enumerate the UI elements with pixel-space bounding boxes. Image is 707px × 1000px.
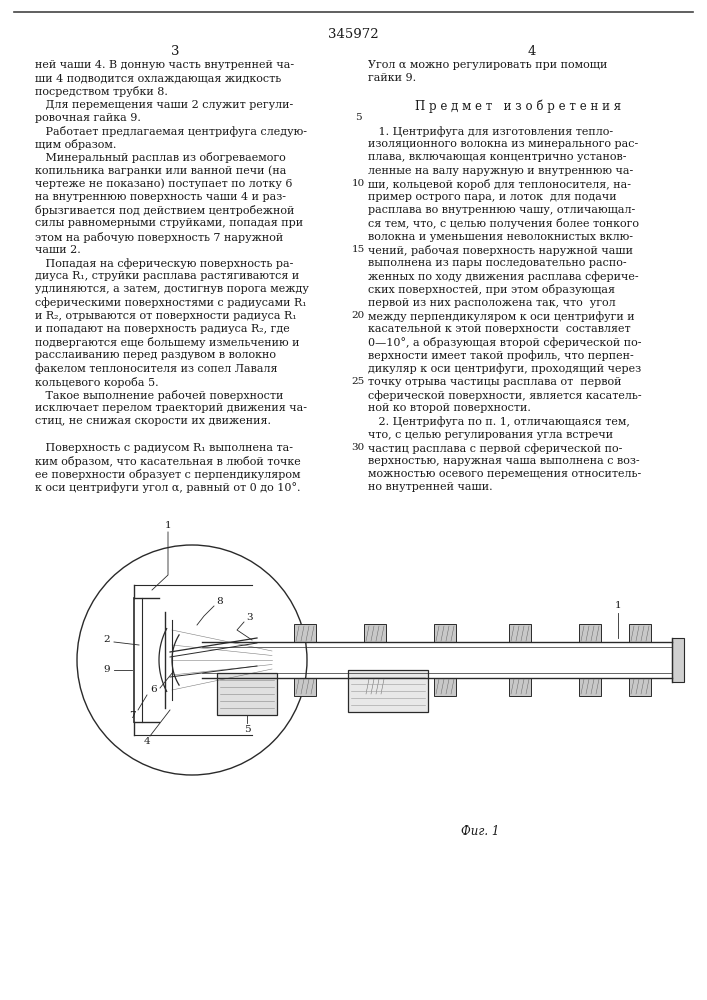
Text: можностью осевого перемещения относитель-: можностью осевого перемещения относитель… — [368, 469, 641, 479]
Text: посредством трубки 8.: посредством трубки 8. — [35, 86, 168, 97]
Text: факелом теплоносителя из сопел Лаваля: факелом теплоносителя из сопел Лаваля — [35, 364, 278, 374]
Bar — [364, 624, 386, 642]
Text: гайки 9.: гайки 9. — [368, 73, 416, 83]
Text: ся тем, что, с целью получения более тонкого: ся тем, что, с целью получения более тон… — [368, 218, 639, 229]
Bar — [672, 638, 684, 682]
Text: 15: 15 — [351, 245, 365, 254]
Text: чертеже не показано) поступает по лотку 6: чертеже не показано) поступает по лотку … — [35, 179, 293, 189]
Text: верхностью, наружная чаша выполнена с воз-: верхностью, наружная чаша выполнена с во… — [368, 456, 640, 466]
Text: 2: 2 — [104, 636, 110, 645]
Text: к оси центрифуги угол α, равный от 0 до 10°.: к оси центрифуги угол α, равный от 0 до … — [35, 482, 300, 493]
Text: и попадают на поверхность радиуса R₂, где: и попадают на поверхность радиуса R₂, гд… — [35, 324, 290, 334]
Text: сферическими поверхностями с радиусами R₁: сферическими поверхностями с радиусами R… — [35, 298, 307, 308]
Bar — [579, 678, 601, 696]
Text: расплава во внутреннюю чашу, отличающал-: расплава во внутреннюю чашу, отличающал- — [368, 205, 636, 215]
Text: Попадая на сферическую поверхность ра-: Попадая на сферическую поверхность ра- — [35, 258, 293, 269]
Text: 345972: 345972 — [327, 28, 378, 41]
Text: 20: 20 — [351, 311, 365, 320]
Text: 3: 3 — [171, 45, 180, 58]
Text: изоляционного волокна из минерального рас-: изоляционного волокна из минерального ра… — [368, 139, 638, 149]
Text: сферической поверхности, является касатель-: сферической поверхности, является касате… — [368, 390, 642, 401]
Text: 10: 10 — [351, 179, 365, 188]
Text: ее поверхности образует с перпендикуляром: ее поверхности образует с перпендикуляро… — [35, 469, 300, 480]
Text: щим образом.: щим образом. — [35, 139, 117, 150]
Text: чаши 2.: чаши 2. — [35, 245, 81, 255]
Text: ши 4 подводится охлаждающая жидкость: ши 4 подводится охлаждающая жидкость — [35, 73, 281, 83]
Text: этом на рабочую поверхность 7 наружной: этом на рабочую поверхность 7 наружной — [35, 232, 284, 243]
Text: дикуляр к оси центрифуги, проходящий через: дикуляр к оси центрифуги, проходящий чер… — [368, 364, 641, 374]
Text: ней чаши 4. В донную часть внутренней ча-: ней чаши 4. В донную часть внутренней ча… — [35, 60, 294, 70]
Text: первой из них расположена так, что  угол: первой из них расположена так, что угол — [368, 298, 616, 308]
Text: 30: 30 — [351, 443, 365, 452]
Text: и R₂, отрываются от поверхности радиуса R₁: и R₂, отрываются от поверхности радиуса … — [35, 311, 297, 321]
Text: Для перемещения чаши 2 служит регули-: Для перемещения чаши 2 служит регули- — [35, 100, 293, 110]
Text: ши, кольцевой короб для теплоносителя, на-: ши, кольцевой короб для теплоносителя, н… — [368, 179, 631, 190]
Text: брызгивается под действием центробежной: брызгивается под действием центробежной — [35, 205, 294, 216]
Text: частиц расплава с первой сферической по-: частиц расплава с первой сферической по- — [368, 443, 622, 454]
Text: кольцевого короба 5.: кольцевого короба 5. — [35, 377, 158, 388]
Text: выполнена из пары последовательно распо-: выполнена из пары последовательно распо- — [368, 258, 626, 268]
Text: что, с целью регулирования угла встречи: что, с целью регулирования угла встречи — [368, 430, 613, 440]
Text: 2. Центрифуга по п. 1, отличающаяся тем,: 2. Центрифуга по п. 1, отличающаяся тем, — [368, 416, 630, 427]
Text: волокна и уменьшения неволокнистых вклю-: волокна и уменьшения неволокнистых вклю- — [368, 232, 633, 242]
Text: 8: 8 — [216, 597, 223, 606]
Text: Такое выполнение рабочей поверхности: Такое выполнение рабочей поверхности — [35, 390, 284, 401]
Text: Фиг. 1: Фиг. 1 — [461, 825, 499, 838]
Text: 1: 1 — [165, 520, 171, 530]
Text: ровочная гайка 9.: ровочная гайка 9. — [35, 113, 141, 123]
Text: Угол α можно регулировать при помощи: Угол α можно регулировать при помощи — [368, 60, 607, 70]
Bar — [509, 624, 531, 642]
Text: силы равномерными струйками, попадая при: силы равномерными струйками, попадая при — [35, 218, 303, 228]
Bar — [364, 678, 386, 696]
Text: 0—10°, а образующая второй сферической по-: 0—10°, а образующая второй сферической п… — [368, 337, 641, 348]
Bar — [434, 678, 456, 696]
Text: подвергаются еще большему измельчению и: подвергаются еще большему измельчению и — [35, 337, 300, 348]
Bar — [294, 678, 316, 696]
Text: расслаиванию перед раздувом в волокно: расслаиванию перед раздувом в волокно — [35, 350, 276, 360]
Bar — [348, 670, 428, 712]
Text: женных по ходу движения расплава сфериче-: женных по ходу движения расплава сфериче… — [368, 271, 638, 282]
Text: 25: 25 — [351, 377, 365, 386]
Text: верхности имеет такой профиль, что перпен-: верхности имеет такой профиль, что перпе… — [368, 350, 633, 361]
Bar — [217, 673, 277, 715]
Text: 3: 3 — [247, 613, 253, 622]
Text: ной ко второй поверхности.: ной ко второй поверхности. — [368, 403, 531, 413]
Text: Работает предлагаемая центрифуга следую-: Работает предлагаемая центрифуга следую- — [35, 126, 307, 137]
Text: между перпендикуляром к оси центрифуги и: между перпендикуляром к оси центрифуги и — [368, 311, 635, 322]
Text: Минеральный расплав из обогреваемого: Минеральный расплав из обогреваемого — [35, 152, 286, 163]
Text: 4: 4 — [144, 738, 151, 746]
Text: Поверхность с радиусом R₁ выполнена та-: Поверхность с радиусом R₁ выполнена та- — [35, 443, 293, 453]
Text: пример острого пара, и лоток  для подачи: пример острого пара, и лоток для подачи — [368, 192, 617, 202]
Text: стиц, не снижая скорости их движения.: стиц, не снижая скорости их движения. — [35, 416, 271, 426]
Text: диуса R₁, струйки расплава растягиваются и: диуса R₁, струйки расплава растягиваются… — [35, 271, 299, 281]
Text: касательной к этой поверхности  составляет: касательной к этой поверхности составляе… — [368, 324, 631, 334]
Text: ленные на валу наружную и внутреннюю ча-: ленные на валу наружную и внутреннюю ча- — [368, 166, 633, 176]
Bar — [629, 678, 651, 696]
Bar — [434, 624, 456, 642]
Text: 4: 4 — [528, 45, 536, 58]
Text: 5: 5 — [355, 113, 361, 122]
Bar — [579, 624, 601, 642]
Text: ских поверхностей, при этом образующая: ских поверхностей, при этом образующая — [368, 284, 615, 295]
Text: но внутренней чаши.: но внутренней чаши. — [368, 482, 493, 492]
Text: 1: 1 — [614, 601, 621, 610]
Bar — [629, 624, 651, 642]
Text: исключает перелом траекторий движения ча-: исключает перелом траекторий движения ча… — [35, 403, 307, 413]
Bar — [509, 678, 531, 696]
Text: копильника вагранки или ванной печи (на: копильника вагранки или ванной печи (на — [35, 166, 286, 176]
Text: плава, включающая концентрично установ-: плава, включающая концентрично установ- — [368, 152, 626, 162]
Text: на внутреннюю поверхность чаши 4 и раз-: на внутреннюю поверхность чаши 4 и раз- — [35, 192, 286, 202]
Text: чений, рабочая поверхность наружной чаши: чений, рабочая поверхность наружной чаши — [368, 245, 633, 256]
Text: ким образом, что касательная в любой точке: ким образом, что касательная в любой точ… — [35, 456, 300, 467]
Text: 7: 7 — [129, 710, 135, 720]
Text: удлиняются, а затем, достигнув порога между: удлиняются, а затем, достигнув порога ме… — [35, 284, 309, 294]
Text: 9: 9 — [104, 666, 110, 674]
Bar — [294, 624, 316, 642]
Text: 1. Центрифуга для изготовления тепло-: 1. Центрифуга для изготовления тепло- — [368, 126, 613, 137]
Text: 5: 5 — [244, 724, 250, 734]
Text: П р е д м е т   и з о б р е т е н и я: П р е д м е т и з о б р е т е н и я — [415, 100, 621, 113]
Text: 6: 6 — [151, 686, 158, 694]
Text: точку отрыва частицы расплава от  первой: точку отрыва частицы расплава от первой — [368, 377, 621, 387]
